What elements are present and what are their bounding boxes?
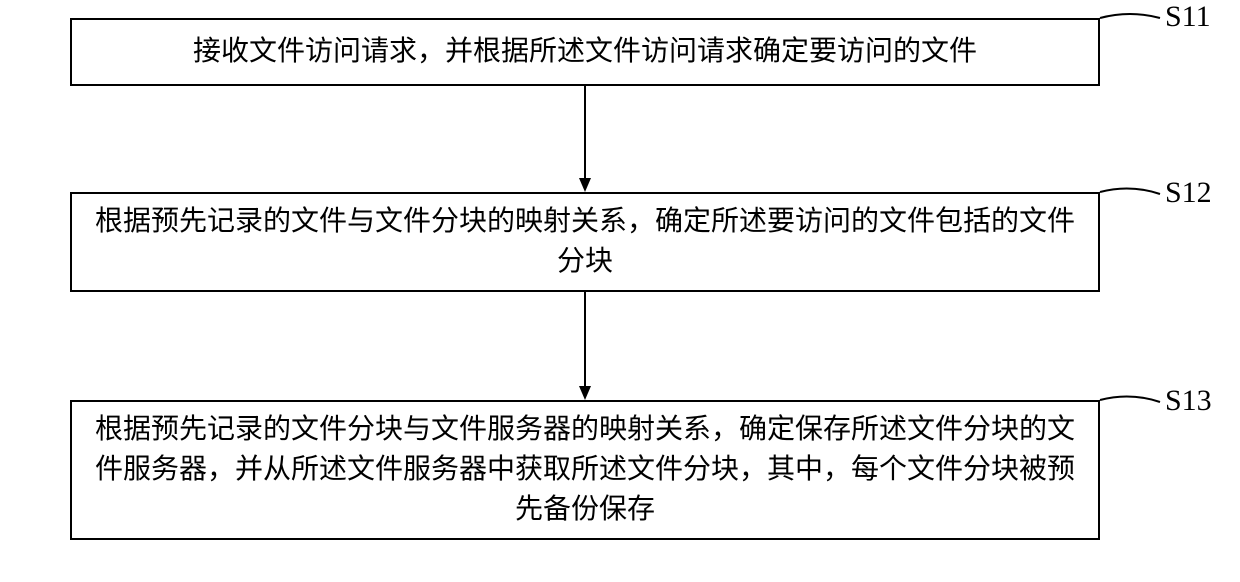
step-s12: 根据预先记录的文件与文件分块的映射关系，确定所述要访问的文件包括的文件分块 [70,192,1100,292]
step-s11-text: 接收文件访问请求，并根据所述文件访问请求确定要访问的文件 [84,32,1086,72]
step-s13: 根据预先记录的文件分块与文件服务器的映射关系，确定保存所述文件分块的文件服务器，… [70,400,1100,540]
step-label-s13: S13 [1165,384,1212,418]
step-label-s12: S12 [1165,176,1212,210]
step-s12-text: 根据预先记录的文件与文件分块的映射关系，确定所述要访问的文件包括的文件分块 [84,202,1086,282]
step-label-s11: S11 [1165,0,1211,34]
step-s11: 接收文件访问请求，并根据所述文件访问请求确定要访问的文件 [70,18,1100,86]
step-s13-text: 根据预先记录的文件分块与文件服务器的映射关系，确定保存所述文件分块的文件服务器，… [84,410,1086,530]
flowchart-canvas: 接收文件访问请求，并根据所述文件访问请求确定要访问的文件根据预先记录的文件与文件… [0,0,1240,582]
